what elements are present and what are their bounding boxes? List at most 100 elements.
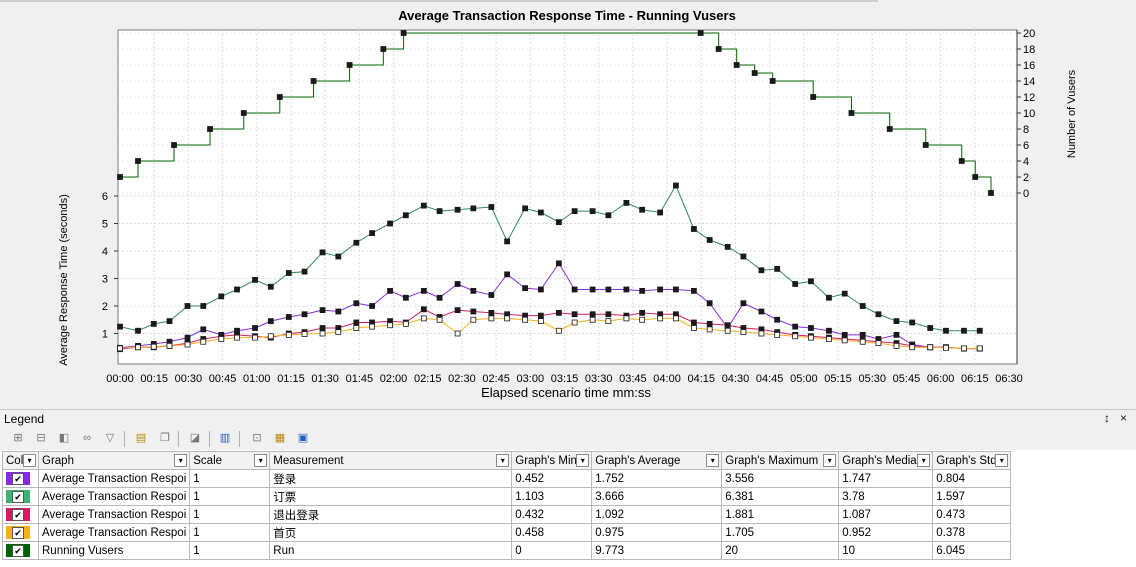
data-point	[657, 286, 664, 293]
show-only-icon[interactable]: ◧	[58, 432, 70, 444]
col-header-max[interactable]: Graph's Maximum ▾	[721, 451, 840, 470]
data-point	[697, 30, 704, 36]
data-point	[859, 338, 866, 345]
x-tick-label: 06:00	[927, 373, 955, 385]
color-cell[interactable]: ✔	[2, 505, 39, 524]
col-header-measurement[interactable]: Measurement ▾	[269, 451, 513, 470]
col-header-avg[interactable]: Graph's Average ▾	[591, 451, 723, 470]
data-point	[792, 333, 799, 340]
color-cell[interactable]: ✔	[2, 487, 39, 506]
chevron-down-icon[interactable]: ▾	[576, 454, 590, 467]
color-cell[interactable]: ✔	[2, 523, 39, 542]
color-cell[interactable]: ✔	[2, 469, 39, 488]
y-left-tick-label: 3	[102, 274, 108, 286]
visibility-checkbox[interactable]: ✔	[12, 473, 24, 485]
data-point	[605, 212, 612, 219]
pin-icon[interactable]: ↕	[1104, 411, 1110, 425]
y-right-tick-label: 20	[1023, 28, 1035, 40]
data-point	[537, 318, 544, 325]
data-point	[657, 209, 664, 216]
data-point	[267, 318, 274, 325]
legend-row[interactable]: ✔ Average Transaction Respoi 1 订票 1.103 3.666…	[2, 487, 1012, 506]
export-icon[interactable]: ⊡	[252, 432, 262, 444]
data-point	[943, 327, 949, 334]
x-tick-label: 05:15	[824, 373, 852, 385]
chevron-down-icon[interactable]: ▾	[706, 454, 720, 467]
data-point	[571, 311, 578, 318]
median-cell: 1.087	[838, 505, 934, 524]
columns-icon[interactable]: ▥	[219, 432, 231, 444]
chevron-down-icon[interactable]: ▾	[995, 454, 1009, 467]
scale-icon[interactable]: ▦	[274, 432, 286, 444]
col-header-std[interactable]: Graph's Std. ▾	[932, 451, 1012, 470]
filter-icon[interactable]: ▽	[105, 432, 115, 444]
table-icon[interactable]: ▣	[297, 432, 309, 444]
zoom-icon[interactable]: ◪	[189, 432, 201, 444]
chevron-down-icon[interactable]: ▾	[174, 454, 188, 467]
median-cell: 0.952	[838, 523, 934, 542]
data-point	[504, 271, 511, 278]
top-border	[0, 0, 878, 2]
data-point	[715, 46, 722, 52]
hide-icon[interactable]: ⊟	[36, 432, 46, 444]
std-cell: 0.804	[932, 469, 1012, 488]
color-cell[interactable]: ✔	[2, 541, 39, 560]
legend-toolbar: ⊞ ⊟ ◧ ∞ ▽ ▤ ❐ ◪ ▥ ⊡ ▦ ▣	[0, 428, 1136, 450]
legend-row[interactable]: ✔ Average Transaction Respoi 1 退出登录 0.432 1.0…	[2, 505, 1012, 524]
data-point	[691, 226, 697, 232]
data-point	[810, 94, 817, 100]
data-point	[200, 338, 207, 345]
legend-title: Legend	[4, 412, 45, 426]
visibility-checkbox[interactable]: ✔	[12, 509, 24, 521]
close-icon[interactable]: ×	[1120, 411, 1128, 425]
visibility-checkbox[interactable]: ✔	[12, 527, 24, 539]
col-header-graph[interactable]: Graph ▾	[37, 451, 191, 470]
copy-icon[interactable]: ❐	[160, 432, 170, 444]
data-point	[808, 325, 814, 331]
legend-table: Col ▾ Graph ▾ Scale ▾ Measurement ▾ Graph's …	[2, 451, 1012, 560]
chart-area: Average Transaction Response Time - Runn…	[0, 0, 1078, 400]
data-point	[319, 307, 326, 314]
legend-row[interactable]: ✔ Average Transaction Respoi 1 登录 0.452 1.752…	[2, 469, 1012, 488]
data-point	[380, 46, 387, 52]
chevron-down-icon[interactable]: ▾	[23, 454, 36, 467]
data-point	[774, 265, 781, 272]
data-point	[623, 286, 630, 293]
visibility-checkbox[interactable]: ✔	[12, 545, 24, 557]
series-1	[117, 182, 983, 334]
data-point	[200, 326, 207, 333]
data-point	[961, 345, 967, 352]
col-header-color[interactable]: Col ▾	[2, 451, 39, 470]
data-point	[706, 300, 713, 307]
max-cell: 20	[721, 541, 840, 560]
legend-row[interactable]: ✔ Running Vusers 1 Run 0 9.773 20 10 6.045	[2, 541, 1012, 560]
data-point	[724, 243, 731, 250]
chevron-down-icon[interactable]: ▾	[254, 454, 268, 467]
data-point	[319, 325, 326, 331]
chevron-down-icon[interactable]: ▾	[917, 454, 931, 467]
col-header-median[interactable]: Graph's Mediar ▾	[838, 451, 934, 470]
x-tick-label: 00:30	[175, 373, 203, 385]
data-point	[319, 330, 326, 337]
min-cell: 1.103	[511, 487, 593, 506]
data-point	[537, 312, 544, 319]
color-swatch: ✔	[6, 544, 30, 557]
x-tick-label: 02:15	[414, 373, 442, 385]
col-header-min[interactable]: Graph's Mini ▾	[511, 451, 593, 470]
data-point	[150, 343, 157, 350]
configure-icon[interactable]: ▤	[135, 432, 147, 444]
measurement-cell: 登录	[269, 469, 513, 488]
data-point	[522, 205, 529, 212]
data-point	[166, 342, 173, 349]
data-point	[171, 142, 177, 148]
x-tick-label: 02:00	[380, 373, 408, 385]
link-icon[interactable]: ∞	[83, 432, 91, 444]
visibility-checkbox[interactable]: ✔	[12, 491, 24, 503]
legend-row[interactable]: ✔ Average Transaction Respoi 1 首页 0.458 0.975…	[2, 523, 1012, 542]
data-point	[184, 341, 191, 348]
std-cell: 1.597	[932, 487, 1012, 506]
col-header-scale[interactable]: Scale ▾	[189, 451, 271, 470]
chevron-down-icon[interactable]: ▾	[823, 454, 837, 467]
chevron-down-icon[interactable]: ▾	[496, 454, 510, 467]
show-icon[interactable]: ⊞	[13, 432, 23, 444]
